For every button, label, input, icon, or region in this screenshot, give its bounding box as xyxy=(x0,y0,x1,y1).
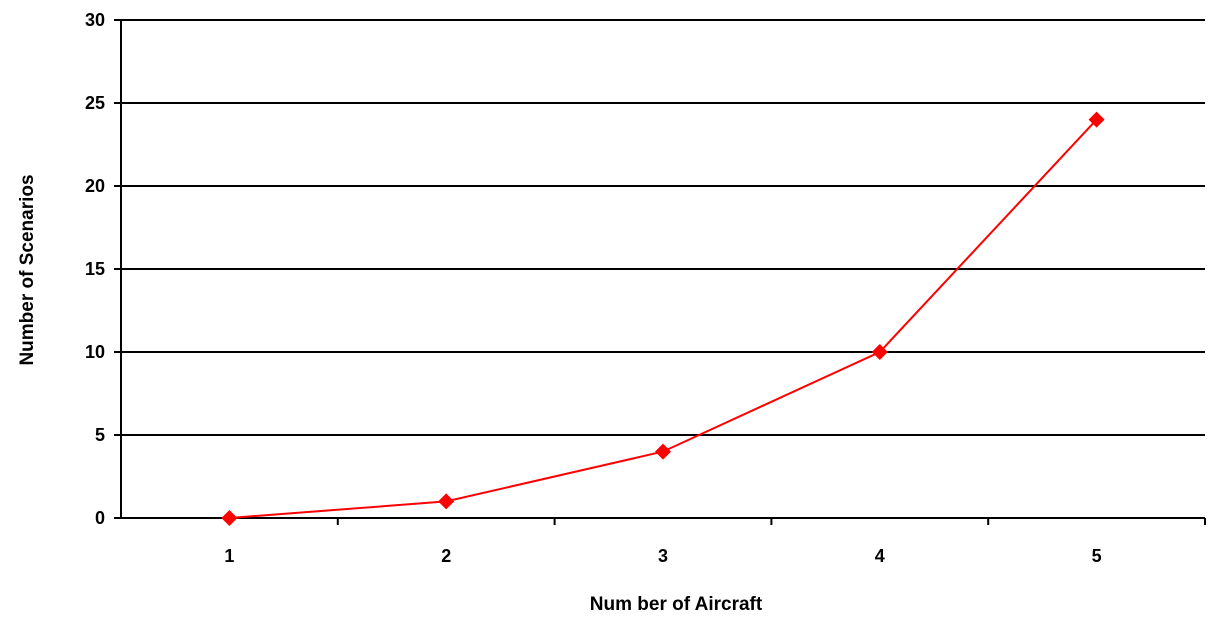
data-point-marker xyxy=(871,344,888,360)
y-tick-label: 10 xyxy=(85,342,105,362)
y-tick-label: 25 xyxy=(85,93,105,113)
x-axis-title: Num ber of Aircraft xyxy=(590,594,763,615)
data-point-marker xyxy=(221,510,238,526)
data-point-marker xyxy=(1088,111,1105,128)
axes xyxy=(114,19,1206,525)
y-tick-label: 15 xyxy=(85,259,105,279)
x-tick-label: 1 xyxy=(224,546,234,566)
y-tick-label: 5 xyxy=(95,425,105,445)
y-axis-title: Number of Scenarios xyxy=(17,174,38,365)
y-tick-label: 0 xyxy=(95,508,105,528)
data-point-marker xyxy=(655,443,671,460)
data-point-marker xyxy=(438,493,455,510)
x-tick-label: 4 xyxy=(875,546,885,566)
y-tick-labels: 0 5 10 15 20 25 30 xyxy=(85,10,105,528)
y-tick-label: 30 xyxy=(85,10,105,30)
y-tick-label: 20 xyxy=(85,176,105,196)
x-tick-label: 2 xyxy=(441,546,451,566)
x-tick-label: 5 xyxy=(1092,546,1102,566)
x-tick-labels: 1 2 3 4 5 xyxy=(224,546,1101,566)
gridlines xyxy=(121,19,1205,436)
x-tick-label: 3 xyxy=(658,546,668,566)
series xyxy=(221,111,1105,526)
